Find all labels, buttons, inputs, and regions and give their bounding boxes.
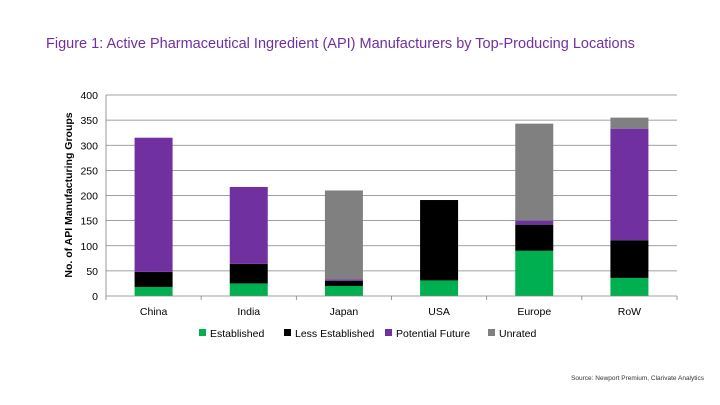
y-tick-label: 0 [92,291,98,303]
bar-segment [420,200,459,281]
bar-segment [229,263,268,284]
x-tick-label: India [237,306,260,318]
legend-label: Unrated [499,328,537,340]
legend-item: Potential Future [385,328,470,340]
x-tick-label: USA [428,306,450,318]
bar-segment [420,280,459,296]
source-note: Source: Newport Premium, Clarivate Analy… [571,375,704,382]
bar-segment [324,190,363,280]
bar-segment [515,224,554,251]
bar-segment [610,240,649,278]
bar-segment [134,271,173,287]
legend-swatch [488,329,495,336]
legend-label: Established [210,328,264,340]
bar-segment [610,277,649,296]
bar-segment [515,123,554,221]
legend-item: Less Established [284,328,375,340]
bar-segment [610,117,649,129]
y-tick-label: 200 [80,191,98,203]
y-tick-label: 50 [86,266,98,278]
bar-segment [134,286,173,296]
y-tick-label: 400 [80,90,98,102]
legend: Established Less Established Potential Fut… [199,328,537,340]
y-tick-label: 350 [80,115,98,127]
y-tick-label: 250 [80,165,98,177]
legend-item: Unrated [488,328,537,340]
bar-stacks [134,117,649,296]
axes [105,95,678,300]
legend-item: Established [199,328,264,340]
y-tick-label: 100 [80,241,98,253]
bar-segment [324,285,363,296]
bar-segment [229,186,268,264]
bar-segment [324,280,363,286]
legend-swatch [385,329,392,336]
bar-segment [229,283,268,296]
bar-segment [324,279,363,281]
bar-segment [515,250,554,296]
y-tick-labels: 0 50 100 150 200 250 300 350 400 [80,90,98,303]
legend-swatch [199,329,206,336]
legend-swatch [284,329,291,336]
bar-segment [515,220,554,225]
y-axis-label: No. of API Manufacturing Groups [63,112,75,277]
bar-segment [610,128,649,241]
x-tick-label: Japan [330,306,359,318]
y-tick-label: 150 [80,216,98,228]
x-tick-label: Europe [517,306,551,318]
bar-segment [134,137,173,272]
legend-label: Potential Future [396,328,470,340]
x-tick-label: China [140,306,168,318]
legend-label: Less Established [295,328,375,340]
chart-title: Figure 1: Active Pharmaceutical Ingredie… [46,36,635,52]
gridlines [106,94,677,272]
y-tick-label: 300 [80,140,98,152]
x-tick-label: RoW [618,306,641,318]
x-tick-labels: China India Japan USA Europe RoW [140,306,641,318]
